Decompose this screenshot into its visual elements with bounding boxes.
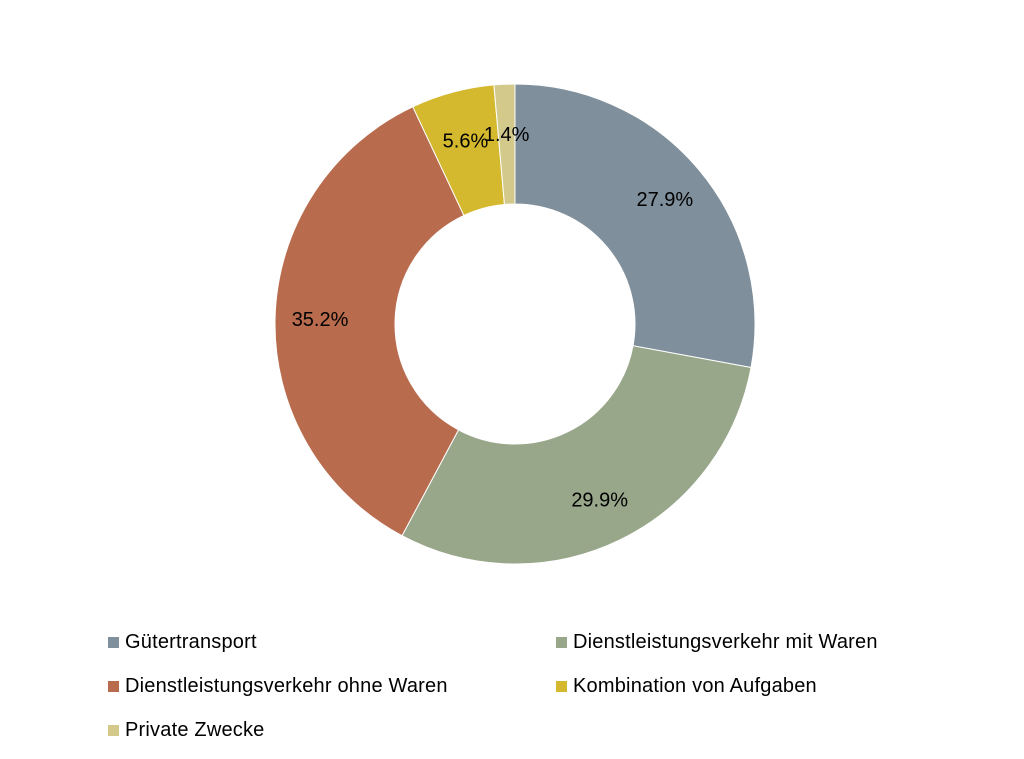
legend-swatch xyxy=(108,636,119,648)
donut-slice xyxy=(514,83,756,369)
legend-swatch xyxy=(556,680,567,692)
donut-chart: 27.9% 29.9% 35.2% 5.6% 1.4% xyxy=(274,83,756,565)
slice-data-label: 5.6% xyxy=(443,131,489,153)
legend-label: Kombination von Aufgaben xyxy=(573,674,817,697)
slice-data-label: 27.9% xyxy=(636,189,693,211)
donut-slice xyxy=(274,106,465,537)
donut-slice xyxy=(401,345,752,565)
legend-row: Gütertransport Dienstleistungsverkehr mi… xyxy=(108,620,968,664)
legend-label: Private Zwecke xyxy=(125,718,265,741)
legend-item-dienstleistung-mit-waren: Dienstleistungsverkehr mit Waren xyxy=(556,631,878,654)
legend-item-kombination: Kombination von Aufgaben xyxy=(556,675,817,698)
legend-swatch xyxy=(556,636,567,648)
legend-label: Gütertransport xyxy=(125,630,257,653)
legend-swatch xyxy=(108,724,119,736)
legend-item-dienstleistung-ohne-waren: Dienstleistungsverkehr ohne Waren xyxy=(108,675,556,698)
labels-layer: 27.9% 29.9% 35.2% 5.6%1.4% xyxy=(292,124,694,511)
legend-item-private-zwecke: Private Zwecke xyxy=(108,719,556,742)
slices-layer xyxy=(274,83,756,565)
slice-data-label: 1.4% xyxy=(484,124,530,146)
legend-label: Dienstleistungsverkehr ohne Waren xyxy=(125,674,448,697)
donut-chart-svg: 27.9% 29.9% 35.2% 5.6%1.4% xyxy=(274,83,756,565)
legend-swatch xyxy=(108,680,119,692)
slice-data-label: 29.9% xyxy=(571,490,628,512)
donut-slice xyxy=(493,83,516,206)
legend-row: Private Zwecke xyxy=(108,708,968,752)
legend-row: Dienstleistungsverkehr ohne Waren Kombin… xyxy=(108,664,968,708)
slice-data-label: 35.2% xyxy=(292,309,349,331)
legend: Gütertransport Dienstleistungsverkehr mi… xyxy=(108,620,968,752)
legend-label: Dienstleistungsverkehr mit Waren xyxy=(573,630,878,653)
legend-item-guetertransport: Gütertransport xyxy=(108,631,556,654)
